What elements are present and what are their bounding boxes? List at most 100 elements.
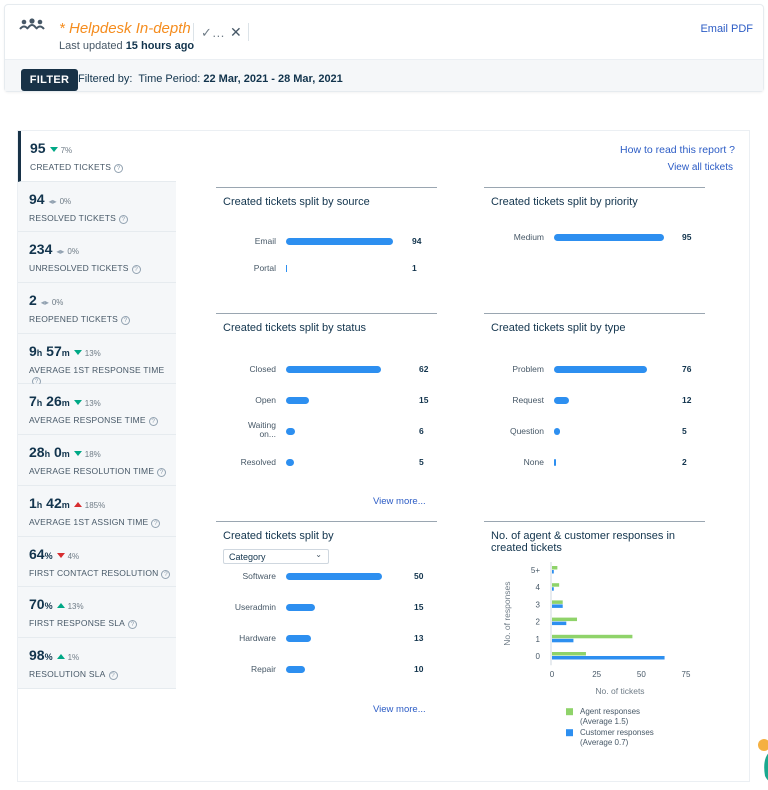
- bar[interactable]: [286, 397, 309, 404]
- category-select[interactable]: Category ⌄: [223, 549, 329, 564]
- bar: [552, 634, 633, 639]
- metric-change: 13%: [84, 399, 101, 409]
- metric-change: 13%: [67, 602, 84, 612]
- bar[interactable]: [554, 459, 557, 466]
- help-icon[interactable]: ?: [151, 518, 161, 528]
- bar[interactable]: [286, 459, 294, 466]
- help-icon[interactable]: ?: [161, 569, 171, 579]
- help-icon[interactable]: ?: [108, 670, 118, 680]
- bar-category-label: Waiting on...: [247, 420, 276, 439]
- trend-down-icon: [49, 147, 58, 152]
- help-icon[interactable]: ?: [121, 316, 131, 326]
- card-type: Created tickets split by type Problem 76 R…: [484, 313, 705, 513]
- bar: [552, 638, 574, 643]
- metric-card[interactable]: 64% 4% FIRST CONTACT RESOLUTION?: [18, 536, 176, 588]
- bar-value-label: 15: [414, 602, 424, 612]
- bar-category-label: None: [523, 457, 544, 467]
- metric-value: 7h 26m: [29, 393, 70, 410]
- metric-label: AVERAGE RESPONSE TIME?: [29, 415, 176, 427]
- y-axis-label: No. of responses: [502, 581, 512, 645]
- help-icon[interactable]: ?: [131, 265, 141, 275]
- metric-card[interactable]: 234 ◂▸ 0% UNRESOLVED TICKETS?: [18, 232, 176, 284]
- bar[interactable]: [554, 366, 647, 373]
- help-icon[interactable]: ?: [157, 468, 167, 478]
- bar-row: Open 15: [216, 395, 437, 407]
- legend-label: Customer responses: [580, 728, 654, 737]
- view-more-link[interactable]: View more...: [373, 496, 426, 507]
- bar-value-label: 2: [682, 457, 687, 467]
- bar-category-label: Portal: [253, 263, 276, 273]
- legend-swatch: [566, 708, 573, 716]
- bar-value-label: 6: [419, 426, 424, 436]
- bar[interactable]: [286, 238, 393, 245]
- responses-chart: 5+ 4 3 2 1 00 25 50 75 No. of tickets No. of respo…: [502, 562, 691, 747]
- metrics-sidebar: 95 7% CREATED TICKETS? 94 ◂▸ 0% RESOLVED TICKE…: [18, 131, 176, 689]
- chat-widget-icon[interactable]: [755, 736, 768, 786]
- bar-category-label: Closed: [249, 364, 276, 374]
- bar-row: Waiting on... 6: [216, 421, 437, 439]
- report-header: * Helpdesk In-depth Last updated 15 hour…: [4, 4, 764, 92]
- y-tick-label: 5+: [531, 566, 540, 575]
- bar[interactable]: [286, 265, 287, 272]
- bar[interactable]: [554, 234, 664, 241]
- trend-down-icon: [73, 349, 82, 355]
- bar-value-label: 10: [414, 664, 424, 674]
- card-title: Created tickets split by source: [223, 196, 370, 208]
- metric-label: RESOLVED TICKETS?: [29, 213, 176, 224]
- metric-card[interactable]: 94 ◂▸ 0% RESOLVED TICKETS?: [18, 181, 176, 233]
- bar[interactable]: [286, 428, 296, 435]
- bar[interactable]: [286, 604, 315, 611]
- help-icon[interactable]: ?: [118, 214, 128, 224]
- bar-value-label: 50: [414, 571, 424, 581]
- bar-row: Useradmin 15: [216, 602, 437, 614]
- help-icon[interactable]: ?: [128, 620, 138, 630]
- bar-category-label: Resolved: [240, 457, 276, 467]
- bar-row: Question 5: [484, 426, 705, 438]
- card-title: Created tickets split by priority: [491, 196, 638, 208]
- filter-button[interactable]: FILTER: [21, 69, 78, 91]
- save-check-icon[interactable]: ✓…: [201, 25, 225, 40]
- bar-row: Repair 10: [216, 664, 437, 676]
- view-more-link[interactable]: View more...: [373, 704, 426, 715]
- metric-card[interactable]: 2 ◂▸ 0% REOPENED TICKETS?: [18, 283, 176, 334]
- help-icon[interactable]: ?: [114, 164, 124, 173]
- bar[interactable]: [554, 397, 569, 404]
- x-axis-label: No. of tickets: [595, 686, 644, 696]
- how-to-read-link[interactable]: How to read this report ?: [620, 144, 735, 156]
- close-icon[interactable]: ✕: [230, 24, 242, 40]
- metric-card[interactable]: 98% 1% RESOLUTION SLA?: [18, 637, 176, 689]
- trend-up-icon: [73, 501, 82, 507]
- metric-label: AVERAGE 1ST RESPONSE TIME?: [29, 364, 165, 386]
- metric-card[interactable]: 7h 26m 13% AVERAGE RESPONSE TIME?: [18, 384, 176, 436]
- metric-card[interactable]: 9h 57m 13% AVERAGE 1ST RESPONSE TIME?: [18, 333, 176, 386]
- metric-value: 70%: [29, 596, 53, 613]
- bar: [552, 566, 558, 570]
- bar-category-label: Problem: [512, 364, 544, 374]
- bar[interactable]: [286, 366, 382, 373]
- view-all-tickets-link[interactable]: View all tickets: [667, 162, 733, 173]
- metric-card[interactable]: 1h 42m 185% AVERAGE 1ST ASSIGN TIME?: [18, 485, 176, 537]
- help-icon[interactable]: ?: [148, 417, 158, 427]
- metric-value: 2: [29, 292, 37, 309]
- metric-card[interactable]: 28h 0m 18% AVERAGE RESOLUTION TIME?: [18, 435, 176, 486]
- card-title: Created tickets split by type: [491, 322, 626, 334]
- bar[interactable]: [554, 428, 561, 435]
- trend-flat-icon: ◂▸: [40, 298, 49, 308]
- filter-summary: Filtered by: Time Period: 22 Mar, 2021 -…: [78, 73, 343, 85]
- bar-row: Request 12: [484, 395, 705, 407]
- bar-value-label: 5: [419, 457, 424, 467]
- email-pdf-link[interactable]: Email PDF: [700, 23, 753, 35]
- card-source: Created tickets split by source Email 94 P…: [216, 187, 437, 307]
- bar[interactable]: [286, 666, 306, 673]
- metric-label: CREATED TICKETS?: [30, 162, 176, 173]
- bar[interactable]: [286, 573, 383, 580]
- bar[interactable]: [286, 635, 312, 642]
- metric-value: 28h 0m: [29, 444, 70, 461]
- metric-card[interactable]: 70% 13% FIRST RESPONSE SLA?: [18, 587, 176, 638]
- bar-row: Hardware 13: [216, 633, 437, 645]
- report-title[interactable]: * Helpdesk In-depth: [59, 20, 191, 37]
- bar-category-label: Email: [254, 236, 276, 246]
- y-tick-label: 4: [536, 583, 541, 592]
- trend-down-icon: [73, 400, 82, 406]
- metric-card[interactable]: 95 7% CREATED TICKETS?: [18, 131, 176, 182]
